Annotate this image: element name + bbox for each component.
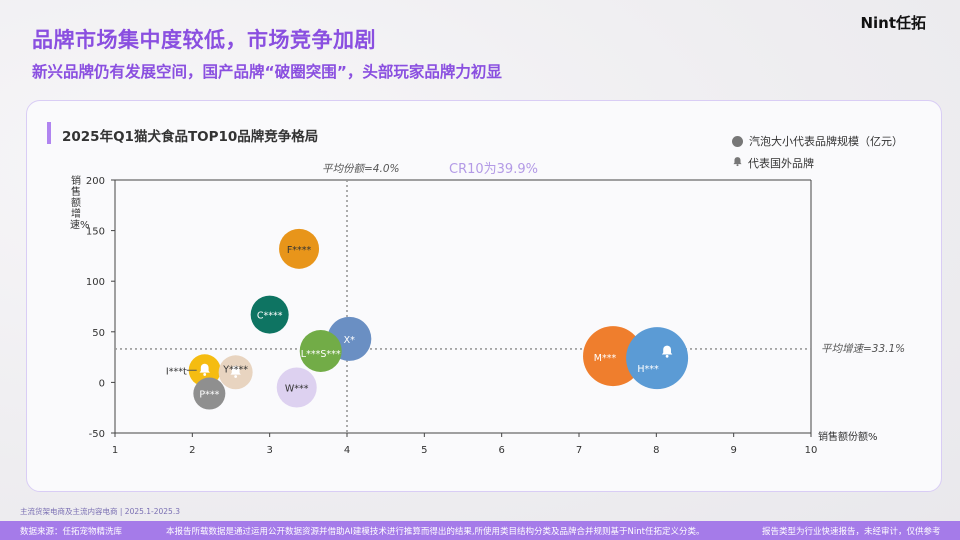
y-tick-label: 0 xyxy=(99,378,105,389)
footer-bar: 数据来源：任拓宠物精洗库 本报告所载数据是通过运用公开数据资源并借助AI建模技术… xyxy=(0,521,960,540)
bubble-c: C**** xyxy=(250,295,289,334)
bubble-label: Y**** xyxy=(222,364,248,375)
chart-title: 2025年Q1猫犬食品TOP10品牌竞争格局 xyxy=(62,129,319,145)
bell-icon xyxy=(661,345,673,358)
avg-share-label: 平均份额=4.0% xyxy=(322,163,400,175)
x-tick-label: 10 xyxy=(805,445,818,456)
x-tick-label: 8 xyxy=(653,445,659,456)
bubbles: F**** C**** X*L***S*** W*** I***t Y**** P*** M*… xyxy=(166,228,689,410)
disclaimer: 本报告所载数据是通过运用公开数据资源并借助AI建模技术进行推算而得出的结果,所使… xyxy=(166,527,705,537)
y-axis-title: 销售额增速% xyxy=(70,176,90,231)
page-subtitle: 新兴品牌仍有发展空间，国产品牌“破圈突围”，头部玩家品牌力初显 xyxy=(32,63,502,81)
cr10-annotation: CR10为39.9% xyxy=(449,162,538,177)
y-tick-label: -50 xyxy=(89,429,105,440)
x-tick-label: 1 xyxy=(112,445,118,456)
y-tick-label: 50 xyxy=(92,328,105,339)
bubble-label: I***t xyxy=(166,366,187,377)
x-axis-title: 销售额份额% xyxy=(818,432,878,443)
reference-lines xyxy=(115,180,811,433)
legend-foreign-label: 代表国外品牌 xyxy=(748,157,814,170)
avg-growth-label: 平均增速=33.1% xyxy=(821,343,906,355)
bell-icon xyxy=(732,156,743,170)
chart-legend: 汽泡大小代表品牌规模（亿元） 代表国外品牌 xyxy=(732,130,903,174)
y-tick-label: 200 xyxy=(86,176,105,187)
y-tick-label: 150 xyxy=(86,227,105,238)
bell-icon xyxy=(199,363,210,376)
bubble-w: W*** xyxy=(276,367,317,408)
y-tick-label: 100 xyxy=(86,277,105,288)
x-tick-label: 3 xyxy=(266,445,272,456)
legend-item-foreign: 代表国外品牌 xyxy=(732,152,903,174)
x-tick-label: 6 xyxy=(498,445,504,456)
bubble-label: L***S*** xyxy=(301,349,341,360)
bubble-p: P*** xyxy=(193,377,226,410)
source-note: 主流货架电商及主流内容电商 | 2025.1-2025.3 xyxy=(20,507,180,516)
bubble-f: F**** xyxy=(279,228,320,269)
x-tick-label: 4 xyxy=(344,445,350,456)
data-source: 数据来源：任拓宠物精洗库 xyxy=(20,527,123,537)
page-title: 品牌市场集中度较低，市场竞争加剧 xyxy=(32,28,376,52)
bell-icon xyxy=(230,365,241,378)
bubble-m: M*** xyxy=(583,326,644,387)
bubble-y: Y**** xyxy=(218,355,253,390)
x-tick-label: 7 xyxy=(576,445,582,456)
bubble-label: W*** xyxy=(285,383,309,394)
bubble-label: C**** xyxy=(257,311,283,322)
bubble-label: M*** xyxy=(594,353,617,364)
bubble-ls: L***S*** xyxy=(299,330,342,373)
legend-item-bubble: 汽泡大小代表品牌规模（亿元） xyxy=(732,130,903,152)
bubble-label: X* xyxy=(344,335,356,346)
chart-axes: 1 2 3 4 5 6 7 8 9 10 -50 0 50 100 150 200 xyxy=(86,176,817,456)
x-tick-label: 9 xyxy=(730,445,736,456)
circle-icon xyxy=(732,135,743,147)
bubble-label: H*** xyxy=(637,364,659,375)
x-tick-label: 5 xyxy=(421,445,427,456)
report-type: 报告类型为行业快速报告，未经审计，仅供参考 xyxy=(762,527,941,537)
title-accent-bar xyxy=(47,122,51,144)
chart-panel xyxy=(26,100,942,492)
bubble-h: H*** xyxy=(626,327,689,390)
legend-bubble-label: 汽泡大小代表品牌规模（亿元） xyxy=(749,135,903,148)
nint-logo: Nint任拓 xyxy=(860,14,926,32)
x-tick-label: 2 xyxy=(189,445,195,456)
bubble-label: P*** xyxy=(199,390,219,401)
bubble-label: F**** xyxy=(287,245,312,256)
